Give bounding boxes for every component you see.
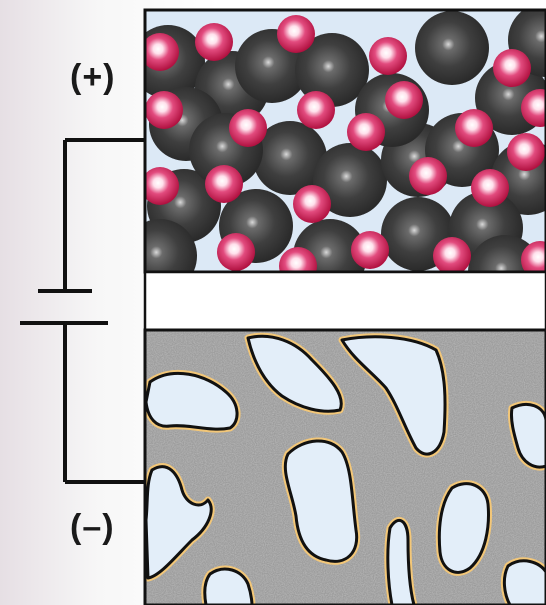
cathode-small-particle bbox=[145, 91, 183, 129]
cathode-large-particle bbox=[313, 143, 387, 217]
cathode-small-particle bbox=[521, 241, 546, 272]
cathode-small-particle bbox=[493, 49, 531, 87]
cathode-small-particle bbox=[385, 81, 423, 119]
cathode-small-particle bbox=[521, 89, 546, 127]
cathode-small-particle bbox=[507, 133, 545, 171]
cathode-small-particle bbox=[297, 91, 335, 129]
cathode-small-particle bbox=[217, 233, 255, 271]
cathode-small-particle bbox=[433, 237, 471, 272]
cathode-small-particle bbox=[145, 167, 179, 205]
cathode-large-particle bbox=[415, 11, 489, 85]
anode-electrode bbox=[143, 328, 546, 605]
cathode-small-particle bbox=[369, 37, 407, 75]
cathode-small-particle bbox=[279, 247, 317, 272]
cathode-large-particle bbox=[145, 219, 197, 272]
negative-terminal-label: (–) bbox=[70, 508, 115, 546]
cathode-small-particle bbox=[455, 109, 493, 147]
cathode-small-particle bbox=[409, 157, 447, 195]
cathode-small-particle bbox=[277, 15, 315, 53]
cathode-small-particle bbox=[229, 109, 267, 147]
cathode-small-particle bbox=[145, 33, 179, 71]
cathode-small-particle bbox=[347, 113, 385, 151]
cathode-small-particle bbox=[471, 169, 509, 207]
cathode-small-particle bbox=[205, 165, 243, 203]
cathode-large-particle bbox=[253, 121, 327, 195]
positive-terminal-label: (+) bbox=[70, 58, 116, 96]
cathode-electrode bbox=[143, 8, 546, 274]
cathode-small-particle bbox=[351, 231, 389, 269]
separator bbox=[143, 270, 546, 332]
cathode-small-particle bbox=[195, 23, 233, 61]
anode-particles bbox=[145, 332, 546, 605]
circuit bbox=[20, 138, 145, 484]
cathode-large-particle bbox=[295, 33, 369, 107]
cathode-particles bbox=[145, 10, 546, 272]
cathode-small-particle bbox=[293, 185, 331, 223]
